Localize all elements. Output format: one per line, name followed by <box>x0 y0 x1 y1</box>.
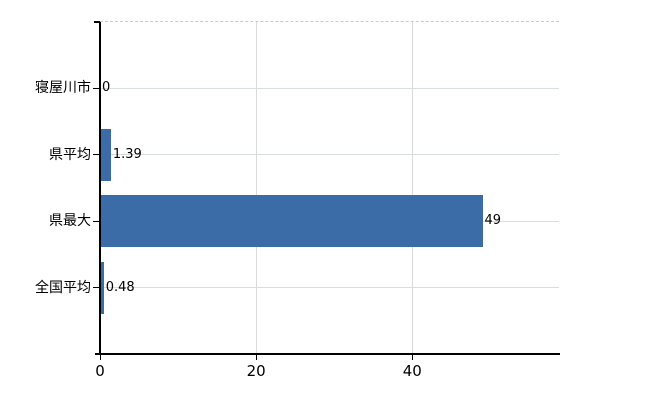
x-tick-label: 0 <box>95 362 105 380</box>
horizontal-gridline <box>100 87 559 89</box>
x-tick-label: 20 <box>246 362 266 380</box>
y-axis-line <box>99 22 101 354</box>
y-tick-mark <box>93 220 100 222</box>
x-tick-mark <box>100 354 101 360</box>
vertical-gridline <box>412 22 414 354</box>
horizontal-gridline <box>100 154 559 156</box>
bar-value-label: 0 <box>102 80 111 96</box>
y-tick-mark <box>93 287 100 289</box>
x-axis-line <box>95 353 560 355</box>
bar <box>100 261 104 314</box>
bar-value-label: 1.39 <box>112 146 142 162</box>
category-label: 県平均 <box>49 146 91 163</box>
x-tick-mark <box>412 354 414 360</box>
y-tick-mark <box>93 154 100 156</box>
bar <box>100 195 483 248</box>
plot-top-border <box>100 21 559 22</box>
bar-value-label: 0.48 <box>105 279 135 295</box>
category-label: 全国平均 <box>35 279 91 296</box>
category-label: 県最大 <box>49 213 91 230</box>
bar-value-label: 49 <box>484 213 502 229</box>
horizontal-gridline <box>100 287 559 289</box>
bar <box>100 128 111 181</box>
x-tick-label: 40 <box>402 362 422 380</box>
vertical-gridline <box>256 22 258 354</box>
y-tick-mark <box>93 87 100 89</box>
category-label: 寝屋川市 <box>35 80 91 97</box>
x-tick-mark <box>256 354 258 360</box>
y-axis-top-tick <box>94 21 100 23</box>
